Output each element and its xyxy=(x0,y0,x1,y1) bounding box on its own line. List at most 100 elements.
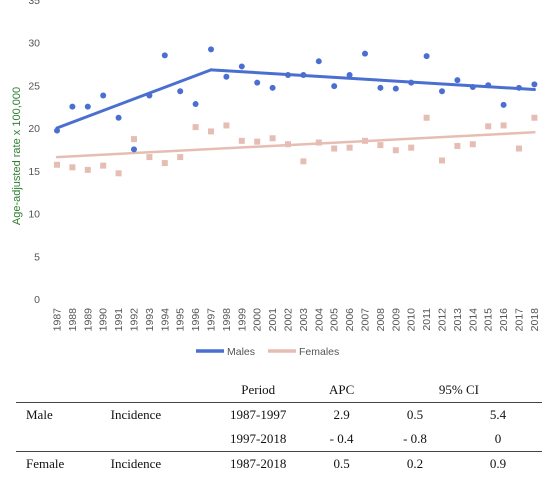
females-data-point xyxy=(254,138,261,145)
cell-type: Incidence xyxy=(110,451,210,476)
cell-ci-low: 0.5 xyxy=(375,402,455,427)
x-tick-label: 2012 xyxy=(437,308,449,332)
females-data-point xyxy=(238,137,245,144)
females-data-point xyxy=(177,154,184,161)
cell-ci-high: 0 xyxy=(494,431,502,446)
males-data-point xyxy=(223,73,230,80)
males-data-point xyxy=(392,85,399,92)
females-trend-segment xyxy=(55,131,536,159)
females-data-point xyxy=(315,139,322,146)
legend-males-label: Males xyxy=(227,346,255,358)
header-cell xyxy=(111,378,210,403)
males-data-point xyxy=(469,83,476,90)
males-data-point xyxy=(362,50,368,57)
x-tick-label: 1990 xyxy=(98,308,110,332)
males-data-point xyxy=(300,71,307,78)
females-data-point xyxy=(500,122,507,129)
table-header-row: Period APC 95% CI xyxy=(16,378,542,403)
x-tick-label: 2017 xyxy=(514,308,526,332)
males-data-point xyxy=(531,81,538,88)
males-data-point xyxy=(423,53,430,60)
females-data-point xyxy=(300,158,307,165)
males-data-point xyxy=(69,103,76,110)
x-tick-label: 2005 xyxy=(329,308,341,332)
females-data-point xyxy=(531,114,538,121)
females-data-point xyxy=(408,144,415,151)
x-tick-label: 2018 xyxy=(529,308,541,332)
males-data-point xyxy=(238,63,245,70)
males-data-point xyxy=(177,88,184,95)
males-data-point xyxy=(146,92,153,99)
females-series xyxy=(54,114,538,177)
males-data-point xyxy=(377,84,384,91)
females-data-point xyxy=(115,170,122,177)
males-data-point xyxy=(115,114,122,121)
males-trend-segment xyxy=(55,68,213,130)
cell-period: 1987-2018 xyxy=(209,451,308,476)
x-tick-label: 1992 xyxy=(129,308,141,332)
males-data-point xyxy=(485,82,492,89)
males-data-point xyxy=(516,84,522,91)
x-tick-label: 1996 xyxy=(190,308,202,332)
males-data-point xyxy=(131,146,137,153)
legend: Males Females xyxy=(196,346,339,358)
cell-sex: Male xyxy=(16,402,111,427)
females-data-point xyxy=(439,157,445,164)
legend-females-label: Females xyxy=(299,346,339,358)
females-data-point xyxy=(285,141,291,148)
x-tick-label: 2013 xyxy=(452,308,464,332)
cell-ci-low: 0.2 xyxy=(375,451,455,476)
males-data-point xyxy=(454,77,461,84)
females-data-point xyxy=(208,128,214,135)
males-data-point xyxy=(500,101,507,108)
x-tick-label: 2011 xyxy=(421,308,433,331)
x-tick-label: 2001 xyxy=(267,308,279,332)
males-trend-segment xyxy=(209,68,536,92)
table-row: 1997-2018 - 0.4 - 0.8 0 xyxy=(16,427,542,452)
males-data-point xyxy=(208,46,214,53)
x-tick-label: 1998 xyxy=(221,308,233,332)
cell-period: 1997-2018 xyxy=(230,431,287,446)
y-tick-label: 20 xyxy=(28,123,40,135)
females-data-point xyxy=(146,154,153,161)
males-data-point xyxy=(84,103,91,110)
cell-sex: Female xyxy=(16,451,111,476)
females-data-point xyxy=(346,144,353,151)
x-tick-label: 2010 xyxy=(406,308,418,332)
females-data-point xyxy=(192,124,199,131)
cell-ci-low: - 0.8 xyxy=(403,431,427,446)
x-tick-label: 1997 xyxy=(206,308,218,332)
header-period: Period xyxy=(241,382,276,397)
y-tick-label: 10 xyxy=(28,209,40,221)
x-tick-label: 1989 xyxy=(82,308,94,332)
y-tick-label: 5 xyxy=(34,251,40,263)
x-tick-label: 2002 xyxy=(283,308,295,332)
y-tick-label: 30 xyxy=(28,38,40,50)
x-tick-label: 1995 xyxy=(175,308,187,332)
females-data-point xyxy=(331,145,338,152)
females-data-point xyxy=(423,114,430,121)
females-data-point xyxy=(469,141,476,148)
females-data-point xyxy=(84,166,91,173)
males-data-point xyxy=(439,88,445,95)
males-data-point xyxy=(254,79,261,86)
females-data-point xyxy=(223,122,230,129)
y-tick-label: 25 xyxy=(28,80,40,92)
males-data-point xyxy=(161,52,168,59)
x-tick-label: 2016 xyxy=(498,308,510,332)
males-data-point xyxy=(54,127,60,134)
females-data-point xyxy=(485,123,492,130)
apc-table: Period APC 95% CI Male Incidence 1987-19… xyxy=(16,378,542,476)
header-ci: 95% CI xyxy=(438,382,480,397)
x-tick-label: 2004 xyxy=(313,308,325,332)
females-data-point xyxy=(516,145,522,152)
cell-period: 1987-1997 xyxy=(209,402,308,427)
cell-sex xyxy=(16,427,111,452)
y-tick-label: 0 xyxy=(34,294,40,306)
x-tick-label: 1991 xyxy=(113,308,125,332)
x-tick-label: 1987 xyxy=(52,308,64,332)
x-tick-label: 2006 xyxy=(344,308,356,332)
x-tick-label: 2015 xyxy=(483,308,495,332)
x-tick-label: 2000 xyxy=(252,308,264,332)
